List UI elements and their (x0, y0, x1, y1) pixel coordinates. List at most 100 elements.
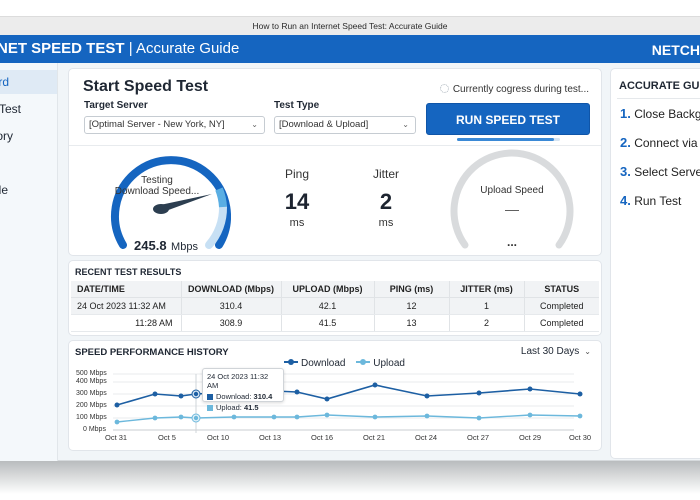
chart-tooltip: 24 Oct 2023 11:32 AM Download: 310.4 Upl… (202, 368, 284, 412)
guide-step-3: 3. Select Server (620, 164, 700, 179)
test-progress-bar (457, 138, 560, 141)
range-select[interactable]: Last 30 Days ⌄ (521, 346, 591, 357)
tooltip-download-value: 310.4 (253, 392, 273, 401)
range-value: Last 30 Days (520, 346, 580, 357)
y-tick: 300 Mbps (76, 390, 107, 397)
col-status: STATUS (524, 281, 599, 298)
sidebar-item-label: Test (0, 102, 21, 116)
col-upload: UPLOAD (Mbps) (281, 281, 375, 298)
sidebar-item-guide[interactable]: de (0, 178, 57, 202)
tooltip-upload-value: 41.5 (243, 403, 259, 412)
chevron-down-icon: ⌄ (402, 120, 409, 129)
download-speed-readout: 245.8 Mbps (101, 237, 231, 255)
legend-upload[interactable]: Upload (373, 358, 405, 369)
sidebar-item-blank[interactable] (0, 151, 57, 175)
table-row[interactable]: 11:28 AM 308.9 41.5 13 2 Completed (71, 314, 599, 332)
ping-unit: ms (289, 217, 305, 229)
run-speed-test-button[interactable]: RUN SPEED TEST (426, 103, 590, 135)
test-status: Currently cogress during test... (439, 84, 589, 95)
upload-gauge-label: Upload Speed (480, 185, 544, 196)
cell-status: Completed (524, 297, 599, 315)
col-download: DOWNLOAD (Mbps) (181, 281, 282, 298)
recent-results-title: RECENT TEST RESULTS (75, 267, 182, 277)
target-server-label: Target Server (84, 100, 148, 111)
test-type-select[interactable]: [Download & Upload] ⌄ (274, 116, 416, 134)
y-tick: 200 Mbps (76, 402, 107, 409)
download-gauge-label: Testing Download Speed... (101, 175, 213, 197)
download-legend-icon (284, 359, 298, 365)
guide-title: ACCURATE GUID (619, 80, 700, 92)
x-tick: Oct 27 (467, 433, 490, 442)
cell-jitter: 1 (449, 297, 525, 315)
cell-download: 310.4 (181, 297, 282, 315)
upload-gauge-status: ... (506, 235, 517, 249)
upload-legend-icon (356, 359, 371, 365)
x-tick: Oct 24 (415, 433, 438, 442)
jitter-label: Jitter (372, 167, 399, 181)
col-ping: PING (ms) (374, 281, 450, 298)
sidebar-item-dashboard[interactable]: rd (0, 70, 57, 94)
download-swatch-icon (207, 393, 213, 400)
tooltip-upload-row: Upload: 41.5 (207, 403, 279, 412)
step-number: 3. (620, 164, 631, 179)
spinner-icon (439, 84, 449, 93)
step-number: 2. (620, 135, 631, 150)
app-body: rd Test ory de Start Speed Test Currentl… (0, 63, 700, 461)
upload-gauge-value: — (505, 201, 519, 217)
cell-ping: 12 (374, 297, 450, 315)
progress-fill (457, 138, 554, 141)
divider (69, 145, 601, 146)
cell-upload: 42.1 (281, 297, 375, 315)
header-right-brand: NETCH (651, 42, 700, 58)
col-jitter: JITTER (ms) (449, 281, 525, 298)
step-text: Run Test (634, 194, 682, 208)
x-tick: Oct 30 (569, 433, 592, 442)
sidebar-item-speed-test[interactable]: Test (0, 97, 57, 121)
app-brand: NET SPEED TEST | Accurate Guide (0, 39, 239, 59)
window-titlebar: How to Run an Internet Speed Test: Accur… (0, 16, 700, 35)
upload-swatch-icon (207, 404, 213, 411)
download-speed-value: 245.8 (134, 238, 167, 253)
sidebar-item-label: rd (0, 75, 9, 89)
window-title: How to Run an Internet Speed Test: Accur… (252, 21, 448, 31)
app-header: NET SPEED TEST | Accurate Guide NETCH (0, 35, 700, 63)
gauge-line1: Testing (141, 175, 173, 186)
target-server-value: [Optimal Server - New York, NY] (89, 119, 225, 130)
sidebar-item-label: ory (0, 129, 13, 143)
step-text: Select Server (634, 165, 700, 179)
step-number: 4. (620, 193, 631, 208)
x-tick: Oct 21 (363, 433, 386, 442)
gauge-arc-icon (450, 149, 574, 249)
step-text: Connect via E (634, 136, 700, 150)
tooltip-download-label: Download: (216, 392, 254, 401)
legend-download[interactable]: Download (301, 358, 346, 369)
test-type-label: Test Type (274, 100, 320, 111)
step-number: 1. (620, 106, 631, 121)
table-header-row: DATE/TIME DOWNLOAD (Mbps) UPLOAD (Mbps) … (71, 281, 599, 298)
recent-results-card: RECENT TEST RESULTS DATE/TIME DOWNLOAD (… (68, 260, 602, 336)
results-table: DATE/TIME DOWNLOAD (Mbps) UPLOAD (Mbps) … (71, 281, 599, 332)
x-tick: Oct 16 (311, 433, 334, 442)
chevron-down-icon: ⌄ (251, 120, 258, 129)
cell-datetime: 11:28 AM (71, 314, 182, 332)
guide-step-2: 2. Connect via E (620, 135, 700, 150)
cell-status: Completed (524, 314, 599, 332)
y-tick: 0 Mbps (83, 426, 106, 433)
cell-upload: 41.5 (281, 314, 375, 332)
test-type-value: [Download & Upload] (279, 119, 369, 130)
guide-step-1: 1. Close Backgr (620, 106, 700, 121)
accurate-guide-card: ACCURATE GUID 1. Close Backgr 2. Connect… (610, 68, 700, 459)
status-text: Currently cogress during test... (452, 84, 589, 95)
sidebar: rd Test ory de (0, 63, 58, 461)
tooltip-download-row: Download: 310.4 (207, 392, 279, 401)
guide-step-4: 4. Run Test (620, 193, 681, 208)
sidebar-item-label: de (0, 183, 8, 197)
jitter-value: 2 (379, 189, 393, 214)
sidebar-item-history[interactable]: ory (0, 124, 57, 148)
upload-gauge: Upload Speed — ... (447, 149, 577, 259)
chart-legend: Download Upload (284, 358, 405, 369)
table-row[interactable]: 24 Oct 2023 11:32 AM 310.4 42.1 12 1 Com… (71, 297, 599, 315)
target-server-select[interactable]: [Optimal Server - New York, NY] ⌄ (84, 116, 265, 134)
brand-separator: | (124, 40, 136, 57)
x-tick: Oct 31 (105, 433, 128, 442)
